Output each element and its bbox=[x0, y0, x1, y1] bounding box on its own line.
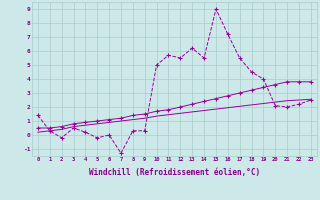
X-axis label: Windchill (Refroidissement éolien,°C): Windchill (Refroidissement éolien,°C) bbox=[89, 168, 260, 177]
